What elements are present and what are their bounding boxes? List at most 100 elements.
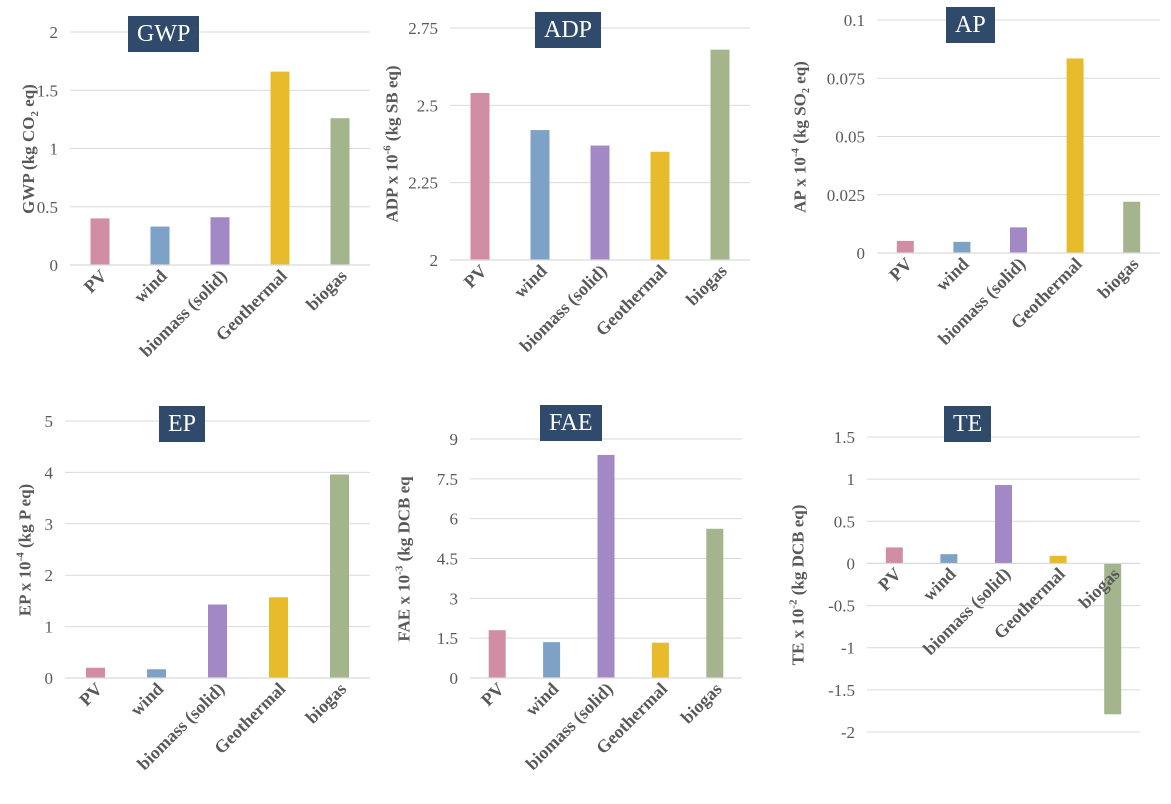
y-tick-label: 4	[45, 463, 54, 482]
bar-geothermal	[650, 151, 670, 260]
x-tick-label: PV	[75, 679, 106, 710]
y-tick-label: 0.075	[827, 69, 865, 88]
chart-title-badge: TE	[944, 406, 992, 442]
y-tick-label: 1.5	[437, 629, 458, 648]
y-tick-label: 0.5	[834, 512, 855, 531]
y-tick-label: 2.75	[408, 19, 438, 38]
bar-biogas	[1123, 201, 1141, 253]
y-tick-label: 2.25	[408, 174, 438, 193]
bar-biomass-solid	[590, 145, 610, 260]
bar-geothermal	[269, 597, 288, 678]
bar-wind	[147, 669, 166, 678]
bar-biogas	[710, 49, 730, 260]
bar-geothermal	[1049, 555, 1067, 564]
bar-pv	[470, 92, 490, 261]
bar-pv	[86, 667, 105, 678]
bar-pv	[885, 547, 903, 564]
ap-chart: 0 0.025 0.05 0.075 0.1 PV wind biomass (solid) G…	[770, 0, 1171, 400]
y-tick-label: 2.5	[417, 96, 438, 115]
chart-title-badge: AP	[946, 7, 995, 43]
x-tick-label: biogas	[682, 261, 731, 310]
te-chart: -2 -1.5 -1 -0.5 0 0.5 1 1.5 PV wind biomass (solid…	[770, 400, 1171, 804]
bar-wind	[953, 241, 971, 253]
y-tick-label: 0	[50, 256, 59, 275]
y-tick-label: 5	[45, 412, 54, 431]
y-axis-label: AP x 10-4 (kg SO₂ eq)	[789, 60, 810, 213]
bar-pv	[488, 630, 506, 678]
x-tick-label: PV	[80, 266, 111, 297]
y-tick-label: 0	[847, 554, 856, 573]
y-axis-label: TE x 10-2 (kg DCB eq)	[787, 504, 808, 665]
y-tick-label: -1	[841, 639, 855, 658]
y-tick-label: 1.5	[37, 81, 58, 100]
y-tick-label: 0	[45, 669, 54, 688]
y-tick-label: 0	[857, 244, 866, 263]
bar-biogas	[1104, 563, 1122, 715]
bar-wind	[530, 130, 550, 260]
ep-chart: 0 1 2 3 4 5 PV wind biomass (solid) Geothermal bio…	[0, 400, 380, 804]
chart-title-badge: EP	[159, 406, 206, 442]
y-tick-label: 3	[450, 589, 459, 608]
bar-biomass-solid	[1010, 227, 1027, 253]
x-tick-label: PV	[460, 261, 491, 292]
bar-biomass-solid	[597, 454, 615, 678]
x-tick-label: wind	[919, 564, 960, 605]
x-tick-label: wind	[510, 261, 551, 302]
y-tick-label: 4.5	[437, 550, 458, 569]
y-axis-label: FAE x 10-3 (kg DCB eq	[393, 475, 414, 642]
y-tick-label: 6	[450, 510, 459, 529]
bar-biomass-solid	[995, 485, 1012, 564]
y-tick-label: 0.05	[835, 128, 865, 147]
x-tick-label: wind	[932, 254, 973, 295]
bar-biogas	[330, 474, 349, 678]
bar-biomass-solid	[208, 604, 227, 678]
bar-geothermal	[270, 71, 290, 265]
bar-wind	[543, 642, 561, 678]
y-tick-label: 1	[50, 140, 59, 159]
x-tick-label: biogas	[1094, 254, 1143, 303]
y-tick-label: 0	[450, 669, 459, 688]
x-tick-label: wind	[126, 679, 167, 720]
y-axis-label: GWP (kg CO2 eq)	[18, 83, 42, 214]
y-tick-label: 7.5	[437, 470, 458, 489]
adp-chart: 2 2.25 2.5 2.75 PV wind biomass (solid) Geother…	[380, 0, 770, 400]
fae-chart: 0 1.5 3 4.5 6 7.5 9 PV wind biomass (solid) Geothe…	[380, 400, 770, 804]
y-tick-label: -1.5	[828, 681, 855, 700]
x-tick-label: PV	[885, 254, 916, 285]
y-tick-label: 3	[45, 515, 54, 534]
x-tick-label: biogas	[302, 679, 351, 728]
bar-biogas	[706, 528, 724, 678]
bar-biomass-solid	[210, 217, 230, 265]
chart-title-badge: GWP	[128, 16, 200, 52]
y-tick-label: 2	[430, 251, 439, 270]
x-tick-label: wind	[130, 266, 171, 307]
x-tick-label: biogas	[677, 679, 726, 728]
y-tick-label: 2	[45, 566, 54, 585]
y-tick-label: 1	[45, 618, 54, 637]
y-tick-label: 1	[847, 470, 856, 489]
y-axis-label: ADP x 10-6 (kg SB eq)	[381, 65, 402, 223]
y-tick-label: 0.5	[37, 198, 58, 217]
bar-wind	[940, 554, 958, 564]
bar-pv	[90, 218, 110, 265]
x-tick-label: PV	[874, 564, 905, 595]
gwp-chart: 0 0.5 1 1.5 2 PV wind biomass (solid) Geothermal…	[0, 0, 380, 400]
bar-wind	[150, 226, 170, 265]
y-tick-label: 2	[50, 23, 59, 42]
bar-biogas	[330, 118, 350, 266]
chart-title-badge: FAE	[540, 405, 602, 441]
y-tick-label: 0.1	[844, 11, 865, 30]
bar-geothermal	[651, 642, 669, 678]
bar-pv	[896, 240, 914, 253]
x-tick-label: wind	[521, 679, 562, 720]
y-tick-label: -2	[841, 723, 855, 742]
y-tick-label: -0.5	[828, 597, 855, 616]
x-tick-label: biogas	[302, 266, 351, 315]
